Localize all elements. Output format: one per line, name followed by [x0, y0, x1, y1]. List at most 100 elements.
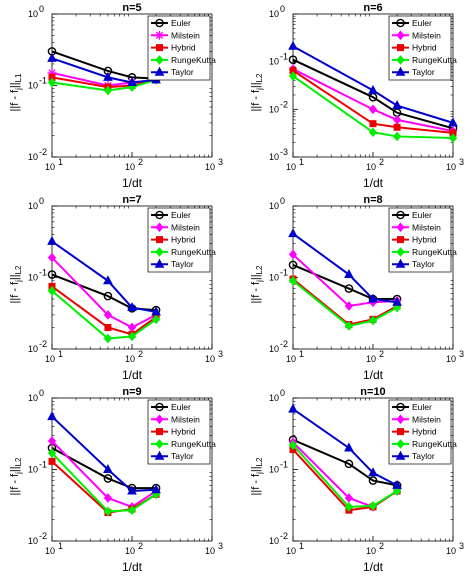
- series-line-euler: [292, 438, 398, 487]
- series-line-taylor: [51, 415, 157, 493]
- data-point-rungekutta: [47, 448, 57, 458]
- x-tick-exponent: 3: [218, 349, 223, 359]
- legend-marker: [396, 30, 405, 41]
- series-line-rungekutta: [292, 279, 398, 328]
- y-tick-label: 10: [269, 104, 279, 114]
- x-tick-exponent: 2: [379, 541, 384, 551]
- data-point-rungekutta: [103, 85, 113, 96]
- legend-marker: [154, 258, 165, 268]
- y-tick-label: 10: [269, 273, 279, 283]
- series-line-hybrid: [51, 285, 157, 336]
- data-point-rungekutta: [344, 502, 354, 512]
- chart-panel-2: 10 1 10 2 10 310 -310 -210 -110 0 n=61/dt||f - fj|…: [250, 2, 464, 190]
- x-tick-label: 10: [45, 354, 55, 364]
- series-line-milstein: [51, 440, 157, 508]
- legend-marker: [155, 439, 164, 449]
- chart-title: n=6: [363, 2, 382, 14]
- data-point-rungekutta: [151, 314, 161, 325]
- series-line-taylor: [292, 232, 398, 304]
- series-line-rungekutta: [292, 444, 398, 508]
- y-axis-label-bars: ||: [250, 274, 262, 280]
- y-axis-label-main: ||f - f: [250, 473, 262, 496]
- x-axis-label: 1/dt: [363, 176, 384, 190]
- legend-label: Euler: [412, 402, 432, 412]
- series-line-euler: [292, 263, 398, 301]
- y-tick-exponent: -1: [39, 76, 47, 86]
- series-line-taylor: [51, 240, 157, 313]
- y-tick-exponent: 0: [280, 4, 285, 14]
- data-point-rungekutta: [368, 501, 378, 511]
- data-point-milstein: [47, 436, 57, 446]
- y-tick-label: 10: [28, 273, 38, 283]
- series-line-milstein: [51, 256, 157, 329]
- data-point-taylor: [151, 484, 161, 494]
- legend-marker: [155, 18, 164, 28]
- legend-marker: [397, 428, 404, 436]
- y-axis-label-sub: j: [14, 88, 23, 91]
- x-tick-exponent: 2: [138, 541, 143, 551]
- x-axis-label: 1/dt: [122, 368, 143, 382]
- data-point-taylor: [368, 467, 378, 477]
- y-tick-label: 10: [28, 81, 38, 91]
- data-point-rungekutta: [47, 286, 57, 296]
- y-axis-label: ||f - fj||L2: [250, 73, 264, 112]
- legend-marker: [155, 30, 164, 40]
- data-point-milstein: [103, 310, 113, 320]
- x-tick-label: 10: [366, 546, 376, 556]
- data-point-taylor: [103, 275, 113, 285]
- y-axis-label-bars: ||: [250, 82, 262, 88]
- y-axis-label: ||f - fj||L1: [9, 73, 23, 112]
- data-point-taylor: [392, 296, 402, 306]
- y-axis-label-norm: L2: [255, 457, 264, 466]
- y-tick-label: 10: [269, 465, 279, 475]
- y-tick-label: 10: [269, 57, 279, 67]
- legend-label: Hybrid: [171, 235, 196, 245]
- x-tick-label: 10: [286, 162, 296, 172]
- x-tick-label: 10: [446, 162, 456, 172]
- data-point-rungekutta: [368, 315, 378, 326]
- legend-marker: [395, 66, 406, 76]
- data-point-milstein: [47, 252, 57, 263]
- chart-panel-6: 10 1 10 2 10 310 -210 -110 0 n=101/dt||f - fj||L2…: [250, 386, 464, 574]
- y-axis-label-bars: ||: [9, 274, 21, 280]
- legend-marker: [155, 247, 164, 257]
- y-axis-label: ||f - fj||L2: [250, 457, 264, 496]
- data-point-taylor: [392, 479, 402, 489]
- series-line-rungekutta: [51, 452, 157, 513]
- y-tick-exponent: 0: [280, 196, 285, 206]
- x-tick-exponent: 1: [58, 541, 63, 551]
- legend-label: Milstein: [412, 414, 441, 424]
- data-point-hybrid: [393, 123, 401, 131]
- y-axis-label-norm: L2: [14, 265, 23, 274]
- y-tick-exponent: -1: [39, 460, 47, 470]
- data-point-milstein: [344, 301, 354, 311]
- x-tick-label: 10: [446, 546, 456, 556]
- legend: Euler Milstein Hybrid RungeKutta Taylor: [147, 207, 216, 273]
- x-tick-exponent: 3: [459, 541, 464, 551]
- data-point-euler: [103, 291, 113, 301]
- legend-marker: [396, 414, 405, 425]
- series-line-hybrid: [292, 69, 454, 134]
- y-tick-exponent: -2: [280, 339, 288, 349]
- data-point-euler: [103, 474, 113, 483]
- y-tick-label: 10: [28, 536, 38, 546]
- legend-label: Euler: [171, 210, 191, 220]
- data-point-taylor: [127, 485, 137, 495]
- y-tick-label: 10: [269, 201, 279, 211]
- x-tick-exponent: 2: [379, 157, 384, 167]
- legend-marker: [155, 402, 164, 412]
- series-line-taylor: [51, 57, 157, 84]
- y-axis-label-norm: L2: [14, 457, 23, 466]
- chart-title: n=5: [122, 2, 141, 14]
- data-point-rungekutta: [127, 331, 137, 342]
- legend-marker: [396, 222, 405, 233]
- y-axis-label-norm: L2: [255, 265, 264, 274]
- y-tick-exponent: -1: [280, 52, 288, 62]
- y-tick-label: 10: [269, 9, 279, 19]
- y-axis-label-bars: ||: [9, 82, 21, 88]
- x-tick-label: 10: [205, 354, 215, 364]
- x-tick-exponent: 1: [58, 349, 63, 359]
- y-axis-label-bars: ||: [250, 466, 262, 472]
- y-tick-exponent: -2: [39, 147, 47, 157]
- legend-label: Milstein: [171, 222, 200, 232]
